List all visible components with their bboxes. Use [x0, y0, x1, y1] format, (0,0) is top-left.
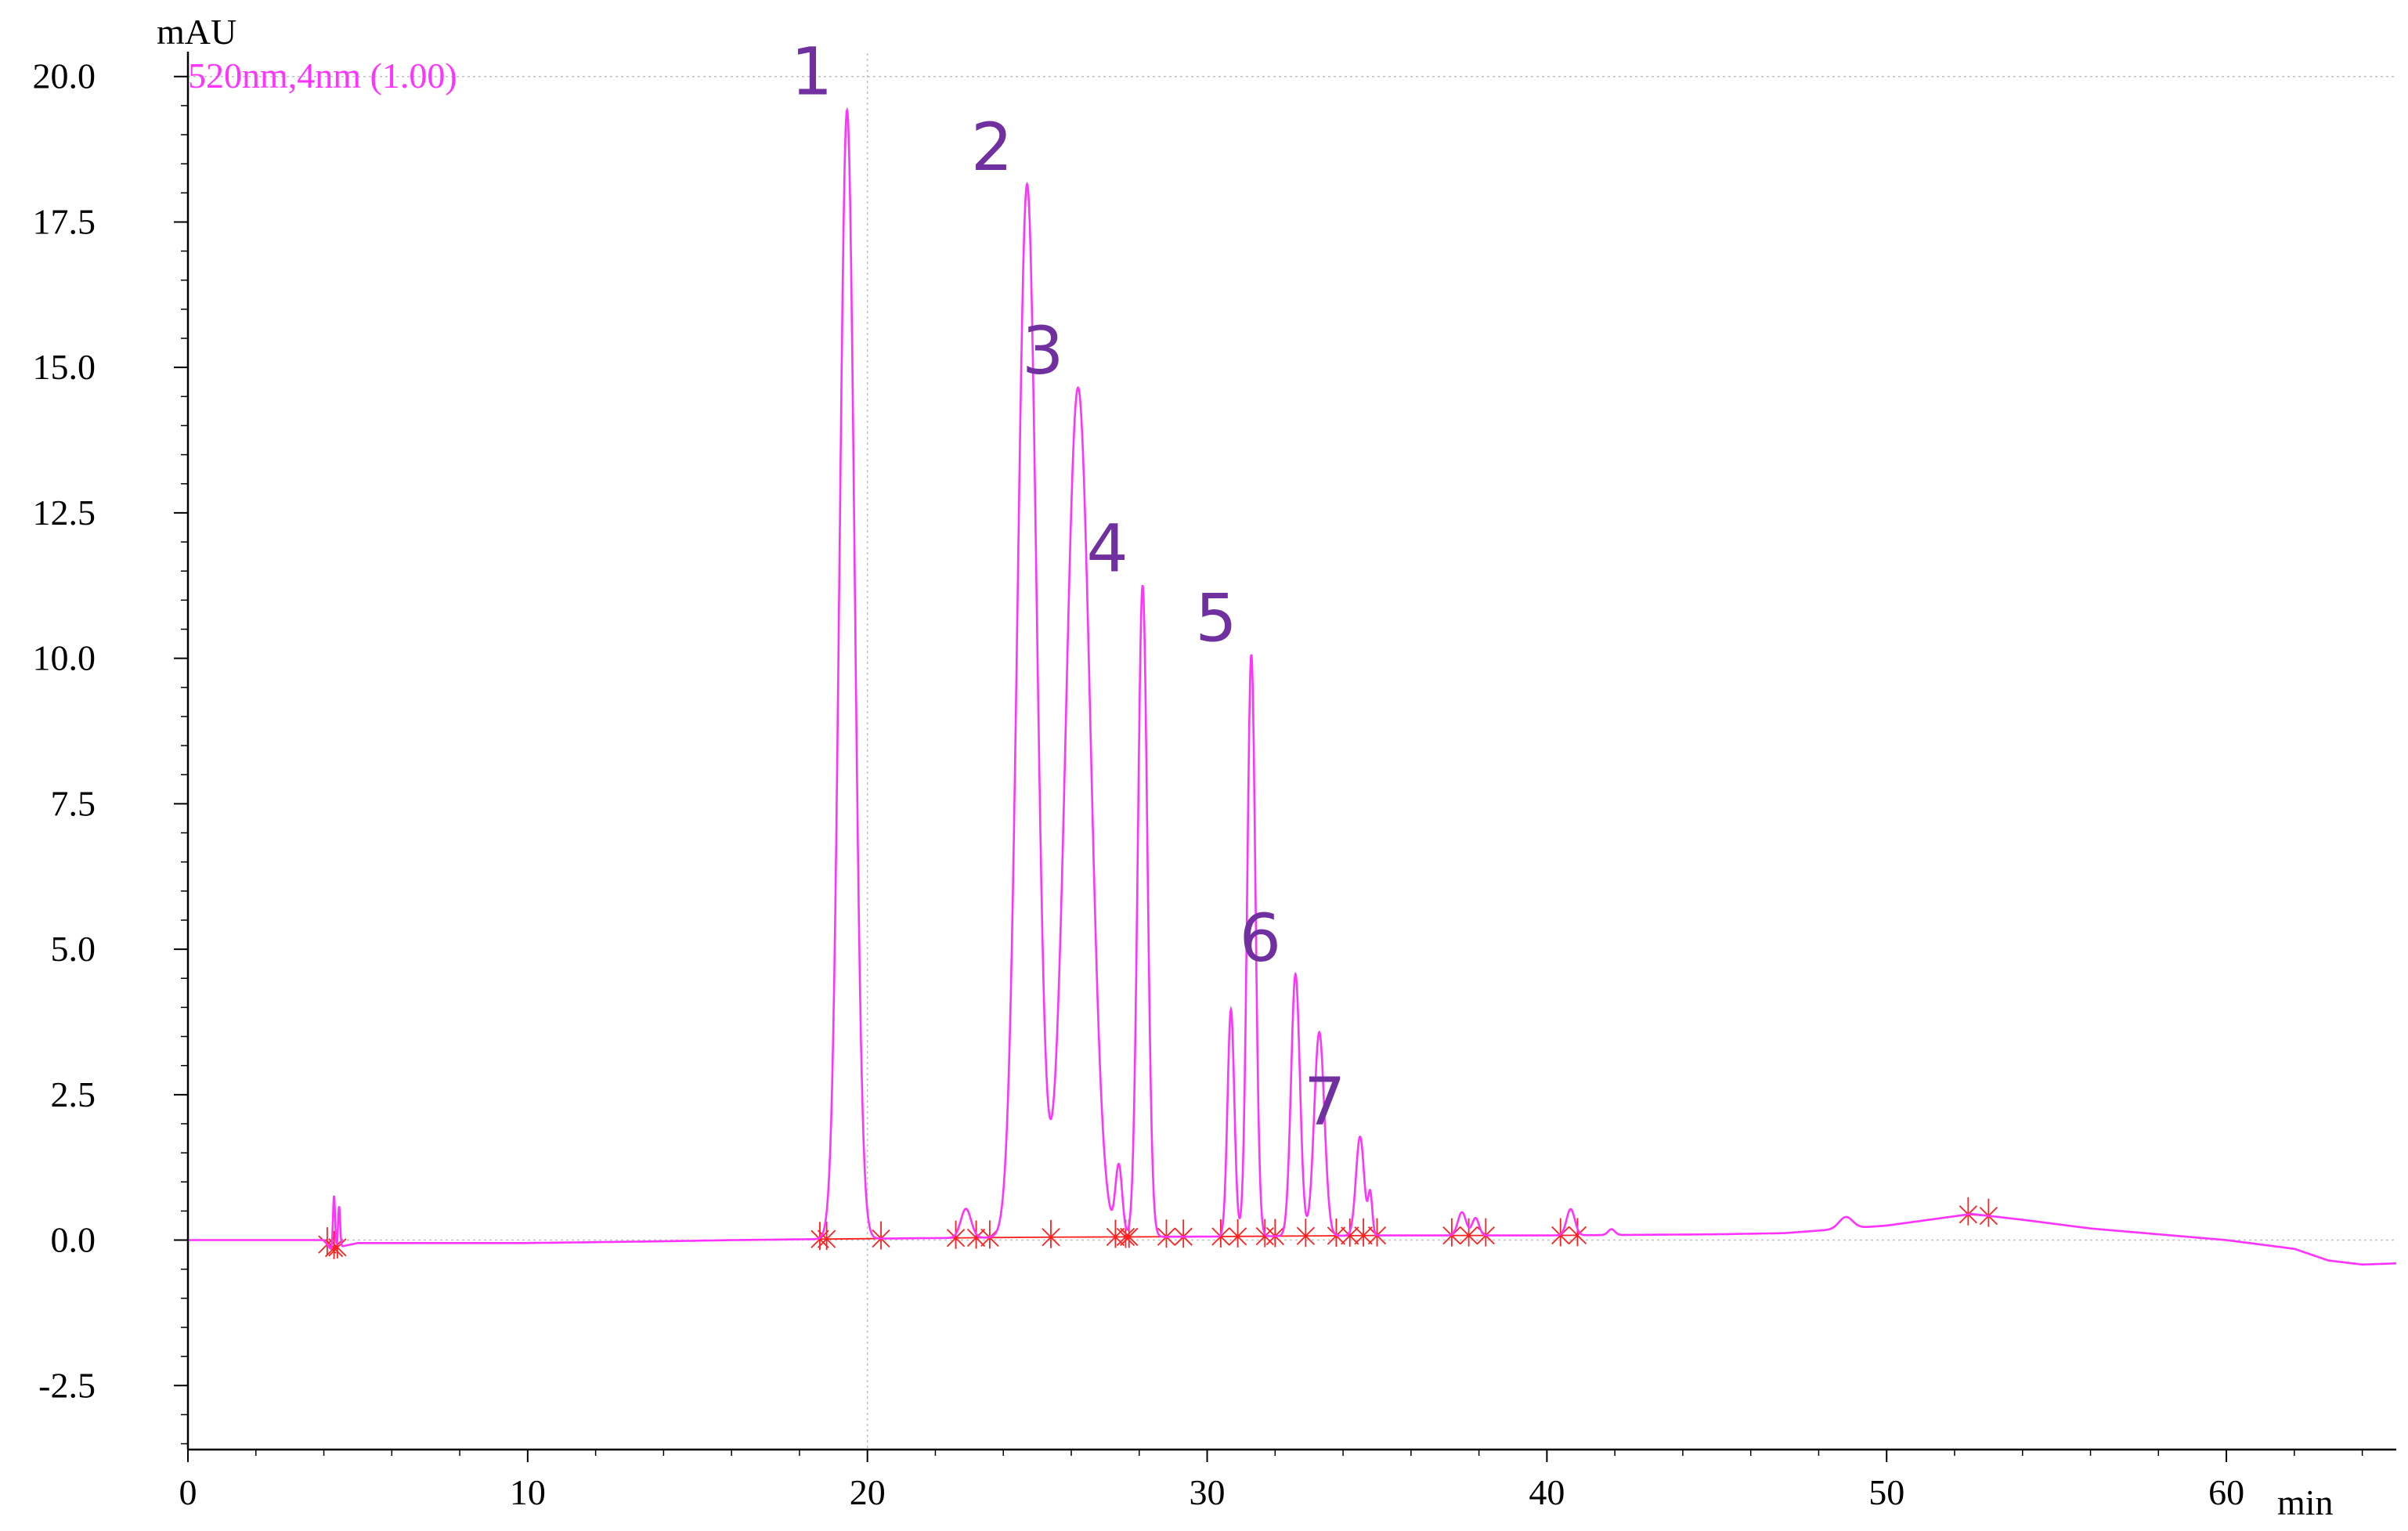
integration-mark	[1354, 1218, 1373, 1247]
y-tick-label: 2.5	[51, 1074, 96, 1114]
x-tick-label: 0	[179, 1472, 197, 1512]
integration-mark	[1042, 1219, 1060, 1248]
integration-mark	[1959, 1197, 1977, 1226]
integration-mark	[1979, 1198, 1998, 1227]
x-axis-unit: min	[2277, 1482, 2334, 1522]
y-tick-label: 15.0	[33, 347, 96, 387]
integration-mark	[1459, 1218, 1478, 1247]
integration-mark	[817, 1222, 836, 1251]
peak-label-4: 4	[1086, 510, 1128, 587]
y-tick-label: 0.0	[51, 1220, 96, 1260]
trace-label: 520nm,4nm (1.00)	[188, 56, 457, 96]
integration-mark	[1228, 1219, 1247, 1248]
y-tick-label: 7.5	[51, 783, 96, 823]
integration-mark	[1296, 1219, 1315, 1248]
y-axis-unit: mAU	[157, 12, 236, 52]
integration-mark	[1476, 1218, 1495, 1247]
tick-labels: 0 10 20 30 40 50 60 -2.5 0.0 2.5 5.0 7.5 10.0 12.5 15.…	[33, 56, 2245, 1512]
x-tick-label: 60	[2208, 1472, 2244, 1512]
peak-label-1: 1	[791, 33, 832, 110]
peak-label-6: 6	[1240, 900, 1281, 977]
integration-baseline-marks	[318, 1197, 1998, 1259]
integration-mark	[1174, 1219, 1193, 1248]
integration-mark	[872, 1221, 890, 1250]
y-tick-label: 20.0	[33, 56, 96, 96]
integration-mark	[1568, 1218, 1587, 1247]
y-tick-label: -2.5	[38, 1365, 96, 1405]
x-tick-label: 20	[850, 1472, 886, 1512]
y-tick-label: 12.5	[33, 493, 96, 533]
peak-label-7: 7	[1304, 1063, 1345, 1139]
peak-label-5: 5	[1195, 580, 1236, 657]
grid-lines	[188, 53, 2396, 1450]
x-tick-label: 30	[1190, 1472, 1226, 1512]
y-tick-label: 17.5	[33, 201, 96, 241]
peak-label-3: 3	[1022, 312, 1063, 389]
integration-mark	[1157, 1219, 1176, 1248]
peak-label-2: 2	[971, 109, 1013, 186]
x-tick-label: 50	[1868, 1472, 1904, 1512]
tick-marks	[174, 75, 2363, 1462]
axes	[186, 52, 2396, 1451]
y-tick-label: 10.0	[33, 638, 96, 678]
integration-mark	[1106, 1219, 1125, 1248]
chromatogram-trace	[188, 107, 2396, 1266]
x-tick-label: 10	[510, 1472, 546, 1512]
x-tick-label: 40	[1529, 1472, 1565, 1512]
integration-baseline-segment	[989, 1236, 1051, 1239]
integration-mark	[1367, 1218, 1387, 1247]
y-tick-label: 5.0	[51, 929, 96, 969]
integration-baseline-segment	[826, 1237, 882, 1240]
peak-labels: 1 2 3 45 6 7	[791, 33, 1346, 1139]
